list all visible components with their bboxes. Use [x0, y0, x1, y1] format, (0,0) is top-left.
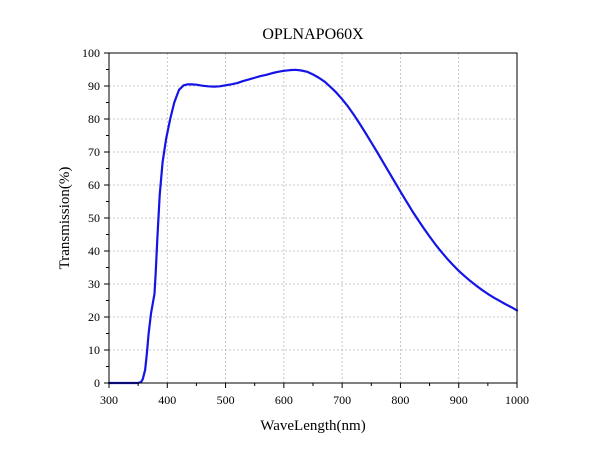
x-tick-label: 500 [217, 393, 235, 407]
y-tick-label: 70 [88, 145, 100, 159]
series-layer [107, 68, 519, 385]
grid [109, 53, 517, 383]
x-tick-label: 900 [450, 393, 468, 407]
x-tick-label: 300 [100, 393, 118, 407]
x-tick-label: 600 [275, 393, 293, 407]
x-tick-label: 400 [158, 393, 176, 407]
y-tick-label: 50 [88, 211, 100, 225]
x-tick-label: 700 [333, 393, 351, 407]
y-tick-label: 90 [88, 79, 100, 93]
transmission-series-line [107, 68, 519, 385]
y-tick-label: 20 [88, 310, 100, 324]
y-tick-label: 80 [88, 112, 100, 126]
y-tick-label: 60 [88, 178, 100, 192]
y-tick-label: 40 [88, 244, 100, 258]
x-tick-label: 800 [391, 393, 409, 407]
x-tick-label: 1000 [505, 393, 529, 407]
ticks: 300 400 500 600 700 800 900 1000 0 10 20 30 40 50 60 70… [82, 46, 529, 407]
y-tick-label: 10 [88, 343, 100, 357]
y-tick-label: 0 [94, 376, 100, 390]
y-axis-title: Transmission(%) [57, 167, 73, 270]
x-axis-title: WaveLength(nm) [260, 418, 365, 434]
chart-title: OPLNAPO60X [262, 26, 364, 43]
y-tick-label: 100 [82, 46, 100, 60]
y-tick-label: 30 [88, 277, 100, 291]
